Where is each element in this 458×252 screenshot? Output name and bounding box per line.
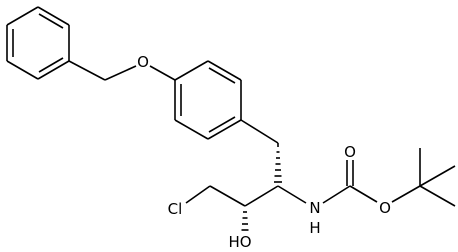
atom-label: N [309, 199, 320, 217]
atom-label: HO [228, 233, 251, 251]
bonds [6, 6, 456, 231]
atom-label: O [137, 53, 149, 71]
atom-label: O [344, 143, 356, 161]
atom-label: Cl [168, 200, 183, 218]
atom-label: O [379, 199, 391, 217]
atom-label: H [309, 219, 320, 237]
